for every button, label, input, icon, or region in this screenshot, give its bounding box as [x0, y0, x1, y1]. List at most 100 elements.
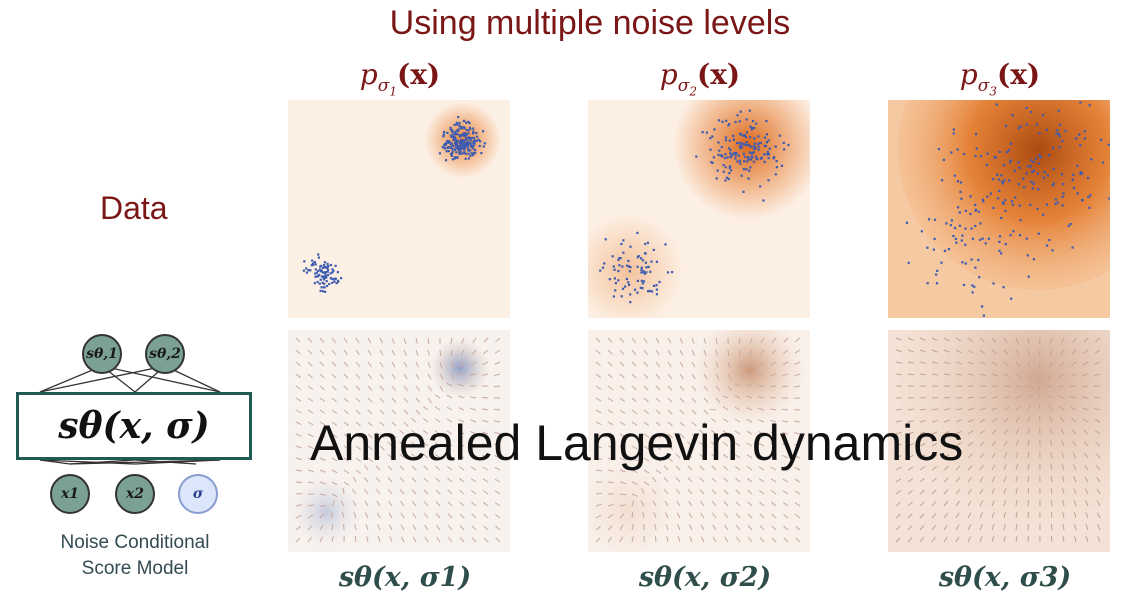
sample-point — [956, 148, 959, 151]
sample-point — [716, 169, 719, 172]
sample-point — [724, 157, 727, 160]
score-vector — [967, 337, 974, 343]
score-vector — [895, 501, 901, 507]
sample-point — [628, 270, 631, 273]
score-vector — [483, 537, 489, 543]
sample-point — [745, 168, 748, 171]
sample-point — [760, 156, 763, 159]
sample-point — [964, 209, 967, 212]
score-vector — [400, 500, 405, 507]
sample-point — [470, 137, 473, 140]
sample-point — [1069, 223, 1072, 226]
score-vector — [377, 524, 381, 531]
sample-point — [997, 178, 1000, 181]
score-vector — [735, 477, 741, 483]
score-vector — [795, 537, 801, 543]
score-vector — [919, 466, 926, 471]
score-vector — [319, 445, 326, 450]
score-vector — [1071, 349, 1077, 355]
score-vector — [493, 420, 501, 423]
sample-point — [627, 259, 630, 262]
sample-point — [751, 126, 754, 130]
sample-point — [745, 141, 748, 144]
score-vector — [415, 409, 421, 415]
score-vector — [679, 337, 683, 344]
score-vector — [907, 361, 915, 364]
score-vector — [1070, 396, 1077, 399]
sample-point — [466, 142, 469, 145]
score-vector — [688, 524, 693, 531]
score-vector — [699, 489, 705, 495]
score-vector — [331, 373, 337, 379]
score-vector — [667, 457, 674, 462]
sample-point — [1025, 172, 1028, 175]
score-vector — [1094, 373, 1101, 376]
sample-point — [466, 143, 470, 146]
score-vector — [1027, 452, 1030, 459]
score-vector — [376, 488, 381, 495]
score-vector — [482, 490, 489, 495]
score-vector — [331, 421, 338, 426]
score-vector — [1050, 476, 1053, 483]
sample-point — [446, 141, 449, 144]
sample-point — [460, 134, 463, 137]
score-vector — [676, 512, 681, 519]
score-vector — [1015, 476, 1018, 483]
sample-point — [655, 288, 658, 291]
sample-point — [1002, 164, 1006, 167]
score-vector — [375, 453, 381, 459]
score-vector — [403, 385, 408, 392]
score-vector — [734, 394, 741, 399]
score-vector — [1038, 403, 1041, 411]
score-vector — [1058, 373, 1065, 378]
score-vector — [931, 465, 938, 471]
score-vector — [319, 536, 324, 543]
sample-point — [302, 269, 305, 272]
score-vector — [722, 395, 729, 399]
sample-point — [629, 301, 632, 304]
score-vector — [991, 476, 996, 483]
score-vector — [295, 445, 302, 449]
sample-point — [709, 148, 712, 151]
sample-point — [460, 143, 463, 146]
score-vector — [931, 524, 936, 531]
score-vector — [343, 361, 349, 367]
sample-point — [1011, 114, 1014, 117]
sample-point — [736, 142, 739, 145]
sample-point — [982, 314, 985, 317]
score-vector — [331, 397, 337, 403]
sample-point — [454, 138, 457, 141]
sample-point — [671, 271, 674, 274]
score-vector — [643, 397, 649, 403]
score-vector — [746, 418, 753, 423]
score-vector — [710, 429, 717, 435]
score-vector — [771, 513, 777, 519]
sample-point — [468, 137, 471, 140]
sample-point — [950, 151, 953, 154]
score-vector — [619, 504, 626, 507]
sample-point — [758, 142, 761, 145]
sample-point — [614, 289, 617, 292]
score-vector — [919, 373, 926, 376]
sample-point — [1072, 186, 1076, 190]
sample-point — [772, 157, 775, 160]
score-vector — [700, 512, 705, 519]
score-vector — [770, 466, 777, 471]
score-vector — [631, 385, 637, 391]
sample-point — [1037, 162, 1041, 165]
sample-point — [1017, 161, 1020, 164]
score-vector — [494, 455, 501, 459]
score-vector — [667, 421, 673, 427]
score-vector — [619, 373, 625, 379]
sample-point — [324, 271, 327, 274]
score-vector — [470, 419, 477, 423]
sample-point — [757, 135, 760, 138]
score-vector — [343, 481, 350, 486]
score-vector — [595, 373, 602, 379]
score-vector — [595, 337, 601, 343]
sample-point — [1043, 170, 1046, 174]
score-vector — [967, 361, 974, 365]
sample-point — [319, 289, 322, 292]
sample-point — [953, 174, 956, 177]
score-vector — [460, 349, 465, 356]
